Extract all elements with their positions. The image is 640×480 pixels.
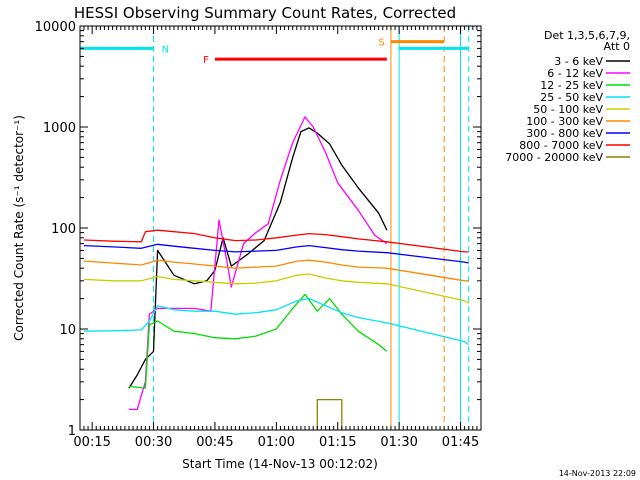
series-layer — [80, 26, 470, 430]
y-tick-label: 10000 — [35, 20, 76, 35]
x-tick-label: 00:15 — [73, 435, 110, 450]
legend-label: 25 - 50 keV — [540, 91, 603, 104]
flag-label-F: F — [203, 55, 209, 66]
series-line — [316, 398, 343, 430]
legend-label: 800 - 7000 keV — [519, 139, 603, 152]
y-tick-label: 100 — [51, 222, 76, 237]
footer-date: 14-Nov-2013 22:09 — [559, 469, 636, 478]
legend-label: 100 - 300 keV — [526, 115, 603, 128]
series-line — [83, 259, 469, 282]
series-line — [128, 127, 388, 389]
y-tick-label: 10 — [59, 323, 76, 338]
x-axis-label: Start Time (14-Nov-13 00:12:02) — [182, 457, 378, 471]
legend-header-line-1: Det 1,3,5,6,7,9, — [544, 29, 630, 42]
x-tick-label: 01:15 — [319, 435, 356, 450]
flag-label-N: N — [162, 44, 169, 55]
legend-label: 50 - 100 keV — [533, 103, 603, 116]
y-tick-label: 1 — [68, 424, 76, 439]
axes-layer: 1 10 100 1000 10000 00:15 00:30 00:45 01:00 01:15… — [35, 20, 482, 450]
series-line — [83, 273, 470, 304]
series-line — [83, 297, 470, 346]
flag-label-S: S — [378, 38, 384, 49]
series-line — [83, 229, 469, 253]
legend-label: 3 - 6 keV — [554, 55, 603, 68]
x-tick-label: 01:00 — [258, 435, 295, 450]
legend-header-line-2: Att 0 — [604, 40, 630, 53]
y-tick-label: 1000 — [43, 121, 76, 136]
series-line — [128, 293, 388, 389]
chart-title: HESSI Observing Summary Count Rates, Cor… — [74, 4, 456, 22]
y-axis-label: Corrected Count Rate (s⁻¹ detector⁻¹) — [12, 115, 26, 341]
x-tick-label: 00:45 — [196, 435, 233, 450]
x-tick-label: 01:45 — [442, 435, 479, 450]
legend-label: 6 - 12 keV — [547, 67, 603, 80]
series-line — [83, 243, 469, 264]
legend-label: 300 - 800 keV — [526, 127, 603, 140]
x-tick-label: 01:30 — [380, 435, 417, 450]
legend-label: 7000 - 20000 keV — [505, 151, 603, 164]
legend-label: 12 - 25 keV — [540, 79, 603, 92]
x-tick-label: 00:30 — [135, 435, 172, 450]
